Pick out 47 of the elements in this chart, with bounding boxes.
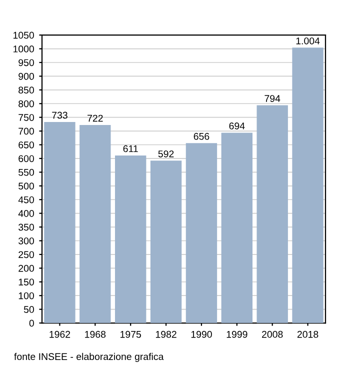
y-tick-label: 700 — [18, 128, 34, 135]
y-tick-label: 450 — [18, 196, 34, 204]
y-tick-label: 600 — [18, 155, 34, 162]
data-label: 794 — [264, 95, 280, 102]
data-label: 592 — [158, 150, 174, 158]
y-tick-label: 900 — [18, 72, 34, 80]
y-tick-label: 950 — [18, 59, 34, 66]
y-tick-label: 350 — [18, 224, 34, 231]
x-tick-label: 1968 — [85, 330, 106, 338]
x-tick-label: 1990 — [191, 330, 212, 338]
y-tick-label: 400 — [18, 210, 34, 217]
data-label: 694 — [229, 122, 245, 130]
bar — [221, 132, 252, 324]
bar — [256, 105, 288, 324]
bar — [292, 48, 324, 324]
data-label: 1.004 — [296, 37, 320, 44]
y-tick-label: 500 — [18, 182, 34, 190]
bar — [150, 160, 182, 324]
source-note: fonte INSEE - elaborazione grafica — [14, 352, 164, 362]
x-tick-label: 1975 — [120, 330, 141, 338]
data-label: 611 — [123, 145, 138, 152]
x-tick-label: 1999 — [226, 330, 248, 338]
y-tick-label: 200 — [18, 264, 34, 272]
y-tick-label: 250 — [18, 251, 34, 258]
y-tick-label: 0 — [29, 320, 34, 327]
y-tick-label: 150 — [18, 278, 34, 286]
y-tick-label: 650 — [18, 141, 34, 148]
y-tick-label: 750 — [18, 114, 34, 121]
data-label: 656 — [194, 132, 210, 140]
x-tick-label: 1962 — [50, 330, 70, 338]
bar — [186, 143, 218, 324]
bar — [44, 122, 76, 324]
y-tick-label: 550 — [18, 168, 34, 176]
data-label: 722 — [88, 114, 103, 122]
x-tick-label: 2018 — [297, 330, 318, 338]
x-tick-label: 2008 — [262, 330, 283, 338]
y-tick-label: 1000 — [13, 46, 34, 52]
data-label: 733 — [52, 112, 68, 119]
y-tick-label: 850 — [18, 86, 34, 94]
y-tick-label: 300 — [18, 237, 34, 244]
bar — [80, 125, 111, 324]
y-tick-label: 800 — [18, 100, 34, 108]
y-tick-label: 50 — [24, 306, 34, 313]
x-tick-label: 1982 — [156, 330, 176, 338]
bar — [115, 155, 146, 324]
y-tick-label: 100 — [18, 292, 34, 300]
y-tick-label: 1050 — [13, 32, 34, 39]
